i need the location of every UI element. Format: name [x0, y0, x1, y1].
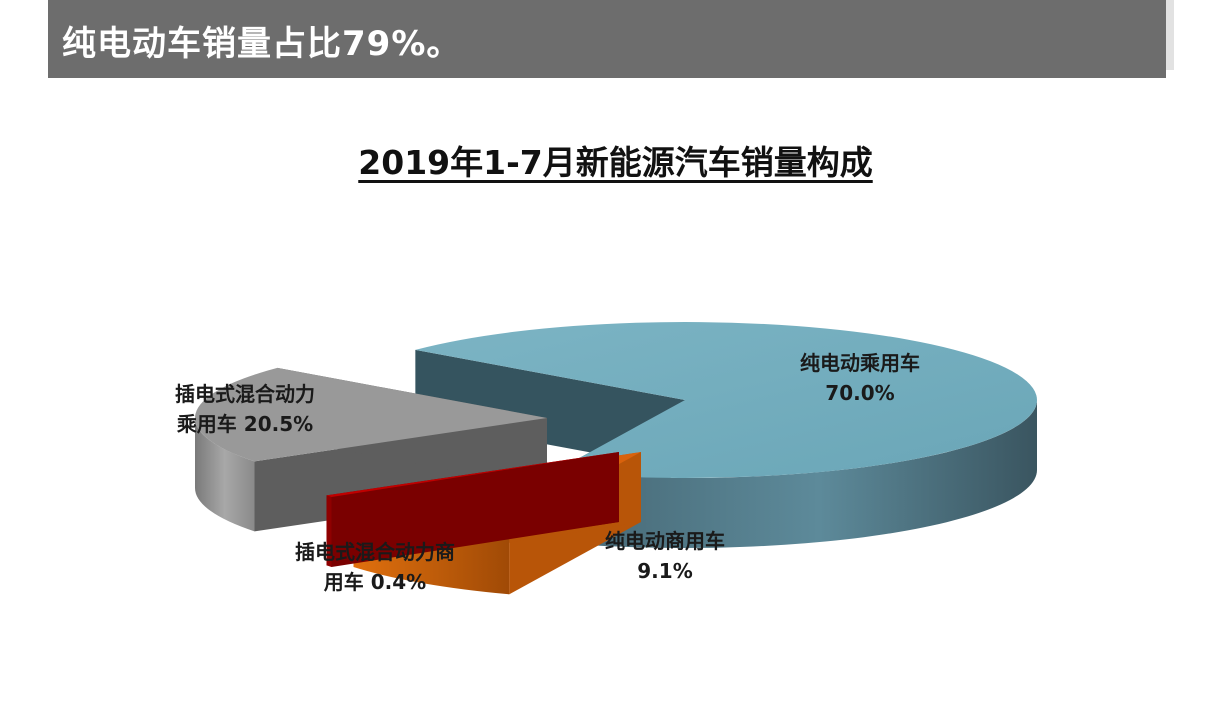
- chart-title: 2019年1-7月新能源汽车销量构成: [358, 143, 873, 182]
- header-title: 纯电动车销量占比79%。: [62, 24, 462, 64]
- slice-label-0: 纯电动乘用车 70.0%: [760, 348, 960, 408]
- slice-2-wall-1: [326, 452, 619, 566]
- slice-3-top: [195, 367, 547, 462]
- slice-2-side-0: [326, 495, 332, 568]
- header-shadow: [1166, 0, 1174, 70]
- slice-label-2: 插电式混合动力商 用车 0.4%: [250, 537, 500, 597]
- slice-label-3-line-0: 插电式混合动力: [175, 382, 315, 406]
- slice-3-side-0: [195, 418, 255, 532]
- slice-label-1-line-1: 9.1%: [637, 559, 693, 583]
- slice-0-side-0: [553, 400, 1037, 548]
- slice-label-1-line-0: 纯电动商用车: [605, 529, 725, 553]
- slice-label-2-line-1: 用车 0.4%: [323, 570, 427, 594]
- slice-label-1: 纯电动商用车 9.1%: [570, 526, 760, 586]
- slice-label-0-line-1: 70.0%: [825, 381, 895, 405]
- slice-label-0-line-0: 纯电动乘用车: [800, 351, 920, 375]
- slice-label-3: 插电式混合动力 乘用车 20.5%: [140, 379, 350, 439]
- header-bar: 纯电动车销量占比79%。: [48, 0, 1166, 78]
- slice-2-top: [326, 452, 619, 498]
- slice-0-top: [415, 322, 1038, 479]
- slice-label-2-line-0: 插电式混合动力商: [295, 540, 455, 564]
- slice-label-3-line-1: 乘用车 20.5%: [176, 412, 314, 436]
